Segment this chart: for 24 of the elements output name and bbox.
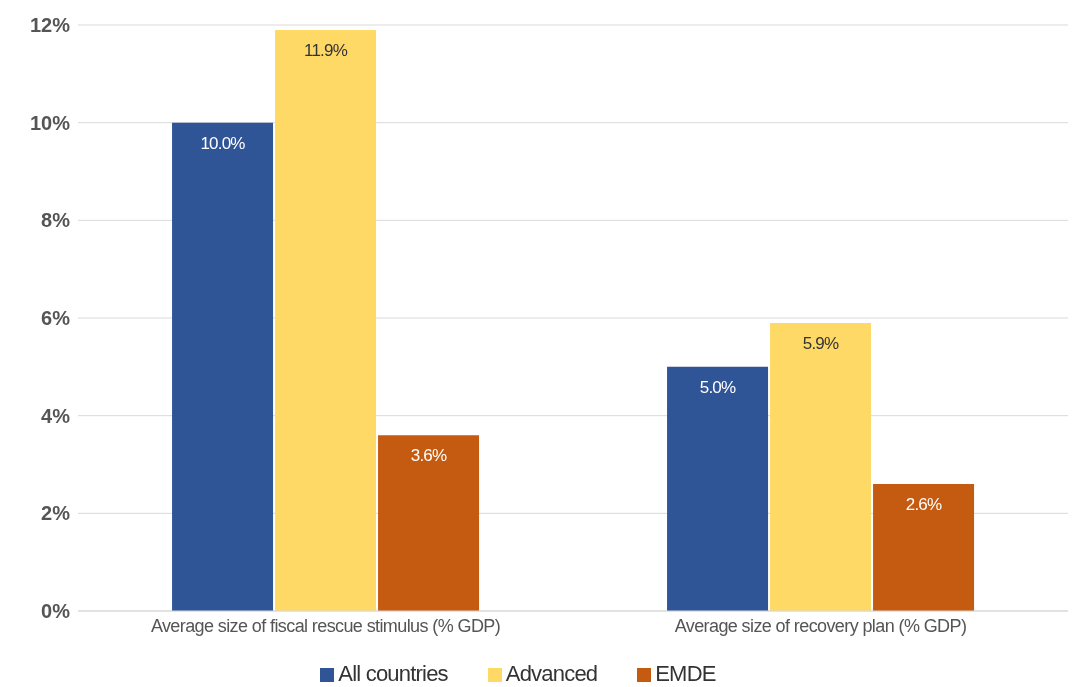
- bar: [172, 122, 274, 611]
- bar: [770, 322, 872, 611]
- y-tick-label: 6%: [41, 307, 71, 330]
- bar: [378, 435, 480, 611]
- data-label: 5.9%: [802, 333, 839, 353]
- y-tick-label: 12%: [29, 14, 71, 37]
- data-label: 11.9%: [304, 40, 348, 60]
- data-label: 3.6%: [410, 446, 447, 466]
- y-tick-label: 8%: [41, 209, 71, 232]
- y-tick-label: 4%: [41, 404, 71, 427]
- bar: [873, 484, 975, 611]
- legend-label: Advanced: [505, 661, 598, 686]
- data-label: 2.6%: [905, 495, 942, 515]
- bar: [275, 29, 377, 611]
- y-tick-label: 10%: [29, 111, 71, 134]
- legend-label: All countries: [338, 661, 448, 686]
- y-tick-label: 2%: [41, 502, 71, 525]
- y-tick-label: 0%: [41, 600, 71, 623]
- data-label: 5.0%: [699, 377, 736, 397]
- legend-label: EMDE: [655, 661, 716, 686]
- x-tick-label: Average size of recovery plan (% GDP): [674, 615, 967, 636]
- bar: [667, 366, 769, 611]
- data-label: 10.0%: [200, 133, 246, 153]
- x-tick-label: Average size of fiscal rescue stimulus (% GDP): [150, 615, 501, 636]
